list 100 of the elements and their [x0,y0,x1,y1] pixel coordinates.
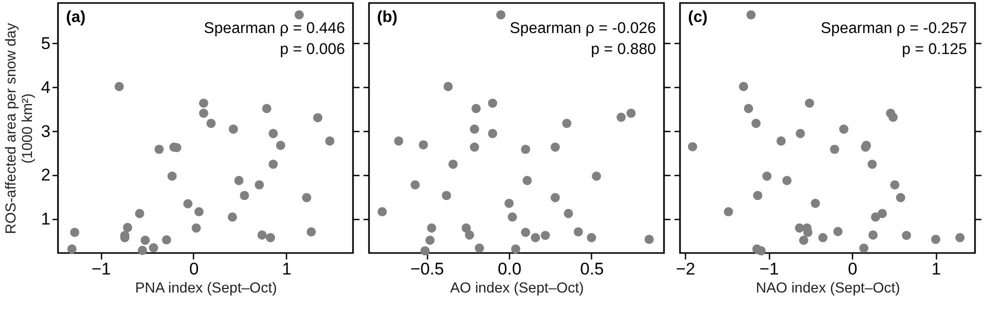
point [167,172,177,181]
y-axis-title: ROS-affected area per snow day (1000 km²) [4,22,36,234]
point [325,136,334,146]
point [833,226,843,236]
point [470,142,480,152]
point [254,180,264,190]
point [520,228,530,237]
point [616,112,626,122]
annotation: (b) [377,9,398,26]
point [868,160,877,169]
point [262,104,272,114]
y-tick-label: 4 [41,78,50,97]
point [550,142,560,152]
point [420,246,430,256]
point [830,144,840,154]
point [753,190,762,200]
point [818,233,828,242]
point [626,108,636,118]
point [804,98,814,108]
x-tick-label: 0 [848,260,858,278]
point [859,244,868,253]
x-tick-label: 1 [282,260,292,278]
point [464,230,474,240]
point [508,212,517,222]
point [474,244,484,253]
y-tick-label: 1 [41,210,50,229]
point [67,244,77,254]
point [762,172,772,181]
point [888,112,898,122]
point [592,172,602,181]
x-tick-label: −1 [91,260,111,278]
point [394,136,404,146]
point [586,233,596,242]
x-tick-label: 0 [189,260,199,278]
point [902,230,912,240]
point [183,199,192,208]
point [530,233,540,242]
point [199,98,208,108]
point [488,128,498,138]
point [868,230,878,240]
point [240,190,250,200]
point [496,10,506,20]
point [472,104,481,114]
point [268,128,278,138]
point [199,108,208,118]
point [192,223,201,233]
point [410,180,420,190]
point [688,142,698,152]
point [931,234,940,244]
point [462,223,471,233]
point [751,118,761,128]
annotation: Spearman ρ = -0.257 [820,20,967,37]
point [878,208,887,218]
point [135,208,144,218]
point [70,228,80,237]
point [140,236,150,245]
point [799,236,808,245]
x-axis-title: NAO index (Sept–Oct) [756,280,900,296]
point [228,212,238,222]
point [782,176,792,186]
point [564,208,574,218]
point [427,223,436,233]
point [794,223,804,233]
annotation: Spearman ρ = 0.446 [204,20,345,37]
point [425,236,435,245]
point [266,233,276,242]
point [810,198,820,208]
point [228,124,238,134]
point [511,244,520,254]
point [870,212,880,222]
x-tick-label: 0.5 [580,260,604,278]
point [448,160,458,169]
point [540,230,550,240]
annotation: (a) [66,9,86,26]
point [470,124,480,134]
y-tick-label: 3 [41,122,50,141]
y-tick-label: 2 [41,166,50,185]
point [294,10,304,20]
x-tick-label: 1 [931,260,941,278]
x-axis-title: PNA index (Sept–Oct) [135,280,277,296]
point [268,160,278,169]
point [776,136,786,146]
point [756,246,766,256]
point [302,193,312,202]
point [896,193,906,202]
point [746,10,756,20]
point [724,207,734,216]
point [522,176,532,186]
x-tick-label: −1 [759,260,779,278]
point [443,82,453,92]
annotation: (c) [688,9,708,26]
point [122,222,132,232]
point [206,118,216,128]
point [418,140,428,150]
point [955,233,965,242]
point [313,113,322,122]
point [162,235,172,244]
point [257,230,267,240]
point [306,227,316,237]
point [744,104,754,114]
